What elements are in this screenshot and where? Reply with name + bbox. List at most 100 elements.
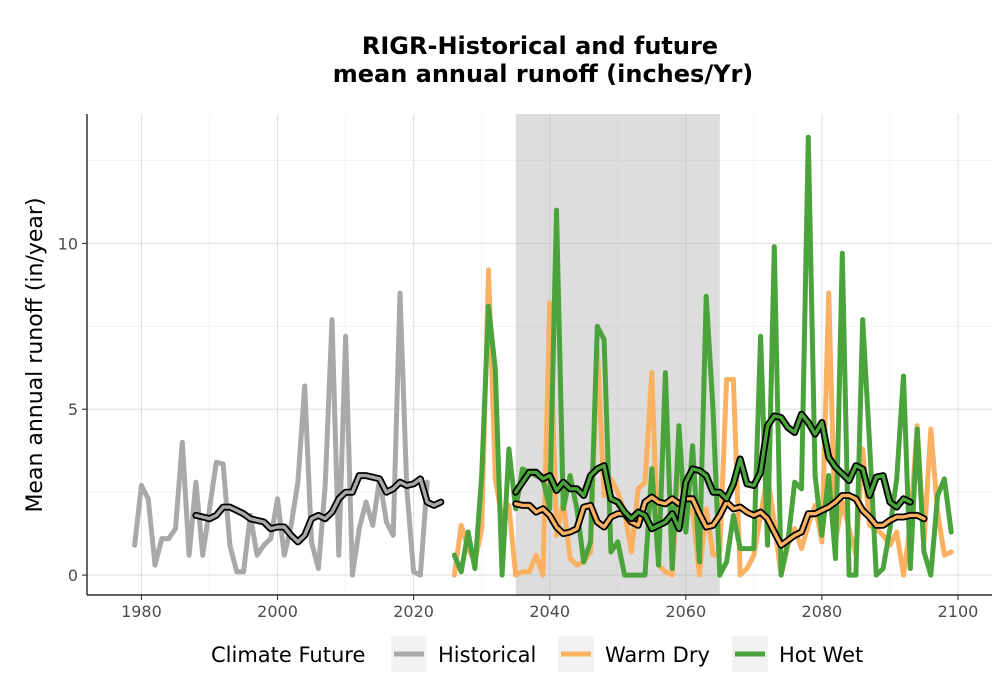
point-hot-wet [724,559,730,565]
point-historical [227,542,233,548]
point-hot-wet [608,549,614,555]
point-hot-wet [839,250,845,256]
point-hot-wet [499,572,505,578]
rolling-line-hot-wet [514,412,912,531]
point-hot-wet [690,443,696,449]
point-hot-wet [506,446,512,452]
point-hot-wet [935,493,940,498]
point-hot-wet [676,423,682,429]
point-historical [411,569,417,575]
point-historical [159,536,165,542]
legend-label-historical: Historical [438,643,536,667]
point-hot-wet [778,572,784,578]
point-hot-wet [873,572,879,578]
point-hot-wet [948,529,954,535]
chart-title-line-2: mean annual runoff (inches/Yr) [333,60,754,88]
point-historical [207,506,212,512]
point-historical [186,552,192,558]
point-hot-wet [792,479,798,485]
point-hot-wet [833,556,838,561]
point-historical [363,499,369,505]
x-tick-label-2080: 2080 [802,602,843,621]
point-warm-dry [628,549,634,555]
point-hot-wet [662,370,668,376]
y-tick-label-5: 5 [68,400,78,419]
point-historical [390,532,396,538]
y-tick-label-10: 10 [58,234,78,253]
point-historical [241,569,246,575]
point-historical [424,479,430,485]
point-historical [261,542,267,548]
point-hot-wet [472,566,478,571]
point-hot-wet [710,406,716,412]
point-historical [220,461,226,467]
legend-title: Climate Future [211,643,365,667]
point-hot-wet [458,569,464,575]
x-tick-label-2020: 2020 [393,602,434,621]
point-hot-wet [486,304,491,309]
point-hot-wet [560,506,566,512]
point-warm-dry [649,370,655,376]
point-hot-wet [594,323,600,329]
point-hot-wet [635,572,641,578]
point-warm-dry [751,552,757,558]
point-warm-dry [554,532,559,538]
point-hot-wet [894,476,900,482]
point-hot-wet [846,572,852,578]
point-hot-wet [492,367,498,372]
point-hot-wet [737,546,743,551]
point-warm-dry [533,552,539,558]
point-historical [418,572,423,578]
point-warm-dry [928,426,934,432]
point-warm-dry [635,486,641,492]
point-warm-dry [601,493,607,498]
point-historical [370,522,376,528]
point-historical [329,317,335,323]
point-warm-dry [901,572,906,578]
point-warm-dry [792,526,798,532]
x-tick-label-2000: 2000 [257,602,298,621]
point-historical [268,536,274,542]
point-historical [254,552,260,558]
rolling-line-historical [194,473,443,544]
x-tick-label-1980: 1980 [121,602,162,621]
point-hot-wet [567,473,573,478]
point-historical [166,536,172,542]
point-warm-dry [615,489,621,495]
chart-title-line-1: RIGR-Historical and future [362,32,718,60]
x-tick-label-2060: 2060 [665,602,706,621]
point-warm-dry [724,376,730,382]
point-historical [213,459,219,465]
point-warm-dry [731,376,736,382]
point-hot-wet [731,512,736,518]
point-hot-wet [649,466,655,472]
point-historical [234,569,240,575]
point-hot-wet [887,526,893,532]
point-hot-wet [601,337,607,342]
point-warm-dry [526,569,532,575]
point-historical [322,483,328,488]
point-hot-wet [805,134,811,140]
point-hot-wet [812,473,818,478]
x-tick-label-2100: 2100 [938,602,979,621]
point-warm-dry [948,549,954,555]
point-historical [275,496,280,502]
legend-label-warm-dry: Warm Dry [605,643,710,667]
point-hot-wet [465,529,471,535]
point-hot-wet [697,559,702,565]
point-warm-dry [452,572,457,578]
point-hot-wet [628,572,634,578]
point-hot-wet [588,539,593,545]
point-hot-wet [452,552,457,558]
point-warm-dry [574,562,580,568]
point-hot-wet [751,546,757,551]
point-hot-wet [744,546,750,551]
point-hot-wet [819,532,825,538]
point-hot-wet [941,476,947,482]
x-tick-label-2040: 2040 [529,602,570,621]
point-hot-wet [914,426,920,432]
point-hot-wet [642,572,648,578]
point-hot-wet [703,294,709,299]
y-tick-label-0: 0 [68,566,78,585]
